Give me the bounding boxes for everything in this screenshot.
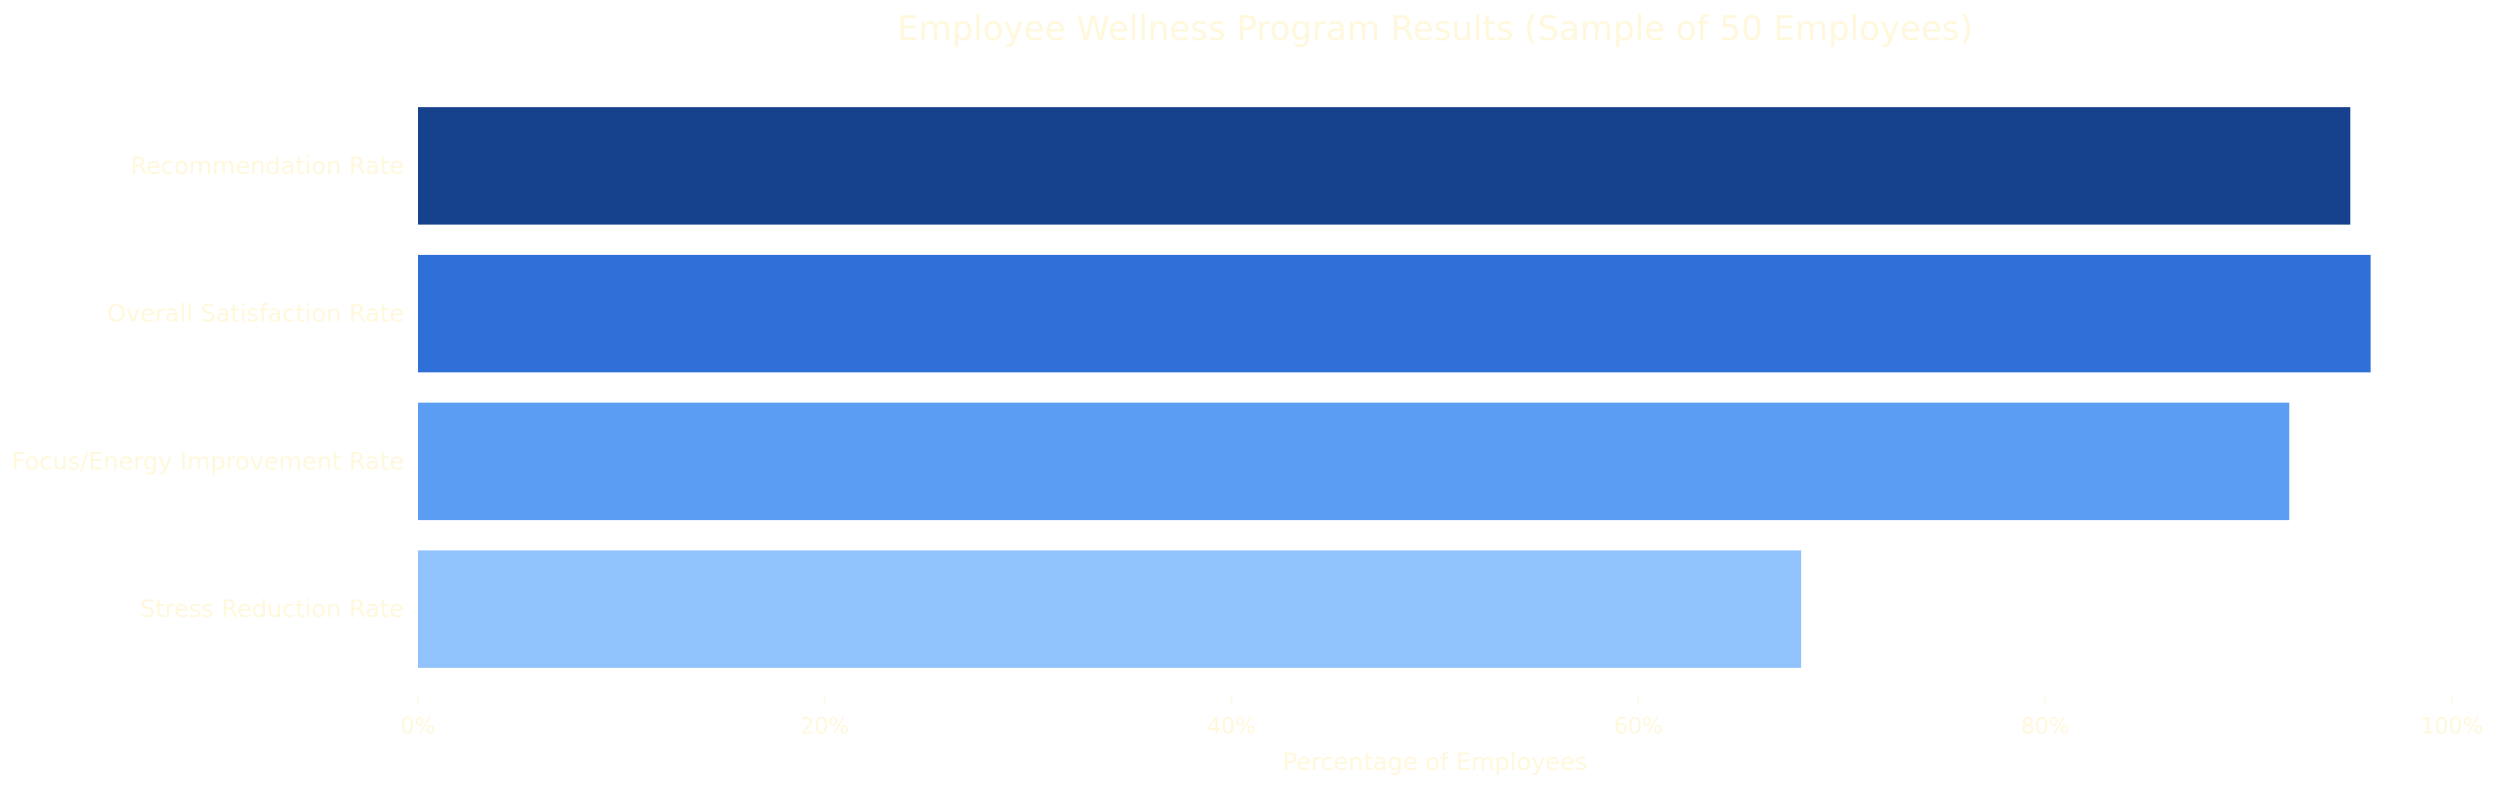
chart-title: Employee Wellness Program Results (Sampl…	[897, 9, 1973, 49]
x-axis-label: Percentage of Employees	[1283, 748, 1588, 776]
x-tick-label-3: 60%	[1614, 715, 1663, 740]
x-tick-label-5: 100%	[2421, 715, 2484, 740]
x-tick-label-2: 40%	[1207, 715, 1256, 740]
category-label-1: Overall Satisfaction Rate	[107, 300, 404, 328]
category-label-0: Recommendation Rate	[130, 152, 404, 180]
x-tick-label-0: 0%	[401, 715, 436, 740]
bars-group	[418, 107, 2371, 668]
bar-1	[418, 254, 2371, 373]
x-tick-label-1: 20%	[800, 715, 849, 740]
x-axis-ticks: 0% 20% 40% 60% 80% 100%	[401, 697, 2484, 740]
bar-2	[418, 402, 2290, 521]
bar-3	[418, 550, 1802, 668]
category-labels: Recommendation Rate Overall Satisfaction …	[12, 152, 404, 623]
category-label-2: Focus/Energy Improvement Rate	[12, 447, 404, 475]
x-tick-label-4: 80%	[2021, 715, 2070, 740]
category-label-3: Stress Reduction Rate	[140, 595, 404, 623]
bar-0	[418, 107, 2351, 225]
